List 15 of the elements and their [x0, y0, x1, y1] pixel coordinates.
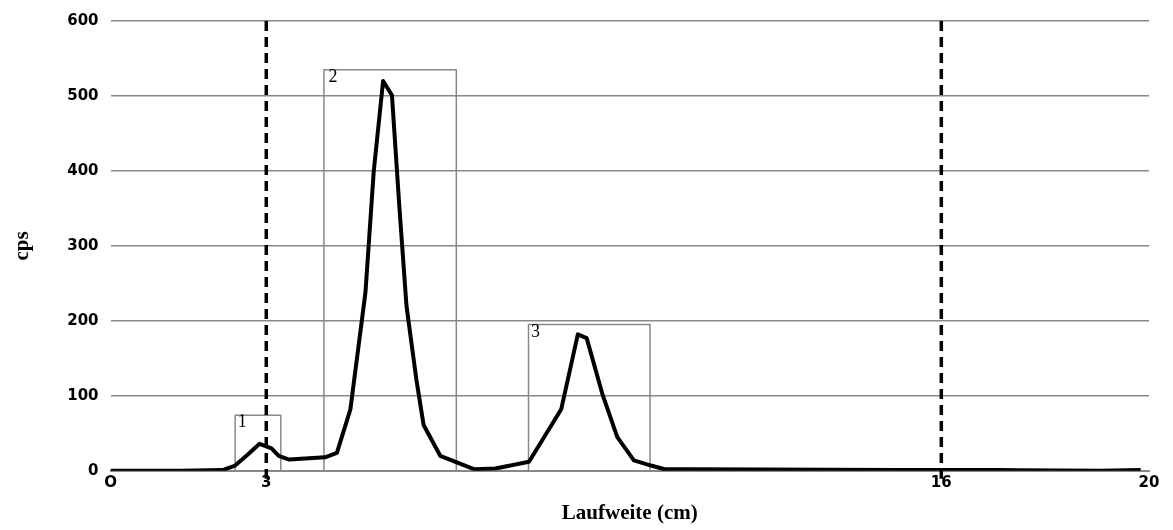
- y-tick-label: 200: [67, 310, 99, 329]
- y-tick-label: 600: [67, 10, 99, 29]
- annotation: 1: [237, 410, 247, 431]
- x-axis-title: Laufweite (cm): [561, 499, 698, 524]
- y-tick-label: 100: [67, 385, 99, 404]
- y-tick-label: 300: [67, 235, 99, 254]
- x-tick-label: O: [104, 472, 117, 491]
- y-tick-label: 400: [67, 160, 99, 179]
- x-tick-label: 20: [1138, 472, 1160, 491]
- y-tick-label: 0: [88, 460, 99, 479]
- y-axis-title: cps: [9, 231, 34, 261]
- annotation: 3: [531, 320, 541, 341]
- y-tick-label: 500: [67, 85, 99, 104]
- x-tick-label: 16: [930, 472, 952, 491]
- annotation: 2: [328, 65, 338, 86]
